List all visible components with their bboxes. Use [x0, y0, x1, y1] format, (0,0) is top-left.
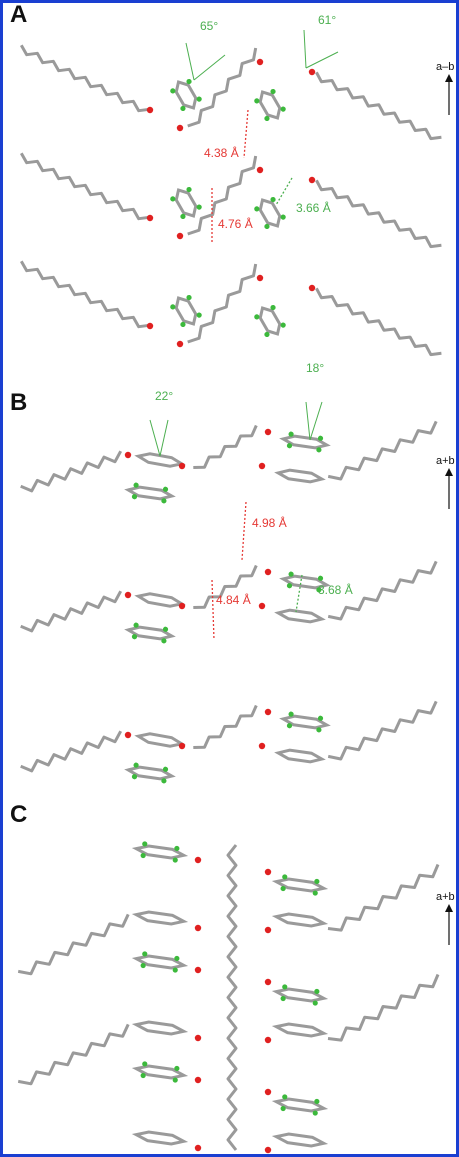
measurement: 4.98 Å [252, 515, 287, 530]
atom [257, 167, 263, 173]
measurement: 18° [306, 361, 324, 375]
atom [265, 869, 271, 875]
atom [265, 927, 271, 933]
atom [265, 1037, 271, 1043]
atom [195, 967, 201, 973]
measurement: 4.76 Å [218, 216, 253, 231]
measurement: 4.84 Å [216, 592, 251, 607]
figure: Aa–b 65° 61° 4.38 Å 4.76 Å 3.66 Å Ba+b 22° 18° 4.… [0, 0, 459, 1157]
atom [179, 603, 185, 609]
measurement: 22° [155, 389, 173, 403]
atom [265, 429, 271, 435]
atom [265, 1089, 271, 1095]
atom [177, 125, 183, 131]
frame [2, 2, 458, 1156]
axis-label: a–b [436, 61, 454, 73]
atom [265, 1147, 271, 1153]
measurement: 3.68 Å [318, 582, 353, 597]
atom [125, 732, 131, 738]
atom [257, 59, 263, 65]
atom [265, 569, 271, 575]
atom [179, 463, 185, 469]
atom [195, 1077, 201, 1083]
atom [259, 603, 265, 609]
measurement: 4.38 Å [204, 145, 239, 160]
atom [309, 285, 315, 291]
atom [147, 215, 153, 221]
measurement: 65° [200, 19, 218, 33]
atom [265, 709, 271, 715]
atom [257, 275, 263, 281]
atom [195, 1145, 201, 1151]
atom [179, 743, 185, 749]
atom [309, 69, 315, 75]
atom [177, 233, 183, 239]
atom [147, 107, 153, 113]
atom [125, 452, 131, 458]
atom [147, 323, 153, 329]
atom [195, 857, 201, 863]
measurement: 3.66 Å [296, 200, 331, 215]
atom [125, 592, 131, 598]
panel-label: C [10, 801, 27, 828]
atom [195, 925, 201, 931]
measurement: 61° [318, 13, 336, 27]
axis-label: a+b [436, 891, 455, 903]
panel-label: A [10, 1, 27, 28]
atom [265, 979, 271, 985]
axis-label: a+b [436, 455, 455, 467]
atom [177, 341, 183, 347]
atom [309, 177, 315, 183]
atom [259, 463, 265, 469]
atom [195, 1035, 201, 1041]
atom [259, 743, 265, 749]
panel-label: B [10, 389, 27, 416]
